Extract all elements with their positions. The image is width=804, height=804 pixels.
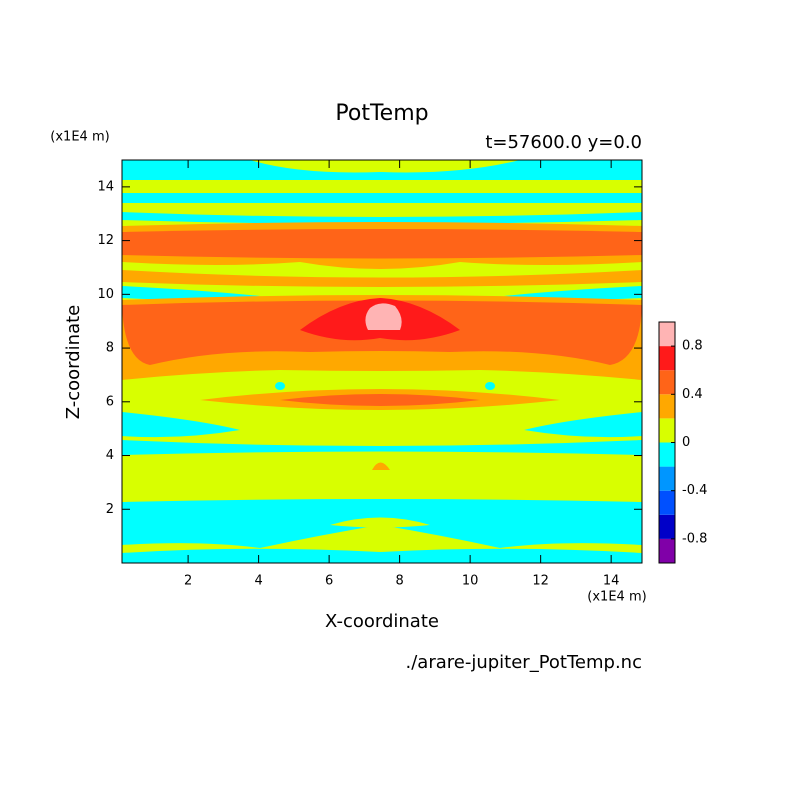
colorbar-tick-label: 0.4 xyxy=(682,387,703,402)
colorbar-segment xyxy=(659,394,675,419)
contour-band xyxy=(504,286,642,300)
contour-band xyxy=(280,394,480,406)
colorbar-segment xyxy=(659,322,675,347)
y-tick-label: 14 xyxy=(97,179,114,194)
y-tick-label: 6 xyxy=(106,394,114,409)
x-axis-label: X-coordinate xyxy=(325,611,439,632)
colorbar-segment xyxy=(659,346,675,371)
contour-band xyxy=(122,270,642,287)
y-tick-label: 2 xyxy=(106,502,114,517)
y-tick-label: 12 xyxy=(97,233,114,248)
contour-field xyxy=(122,160,642,563)
x-tick-label: 6 xyxy=(325,574,333,589)
x-tick-label: 8 xyxy=(395,574,403,589)
colorbar-segment xyxy=(659,514,675,539)
contour-band xyxy=(122,440,642,455)
contour-band xyxy=(122,212,642,224)
contour-band xyxy=(330,517,430,528)
colorbar-tick-label: 0.8 xyxy=(682,339,703,354)
contour-band xyxy=(122,412,240,438)
colorbar-segment xyxy=(659,490,675,515)
y-axis-label: Z-coordinate xyxy=(63,305,84,420)
contour-band xyxy=(122,160,642,180)
contour-band xyxy=(122,193,642,203)
plot-frame xyxy=(121,159,643,564)
contour-band xyxy=(365,303,402,330)
colorbar-tick-label: -0.8 xyxy=(682,531,707,546)
x-tick-label: 10 xyxy=(462,574,479,589)
contour-band xyxy=(122,548,642,563)
contour-band xyxy=(122,229,642,259)
colorbar-segment xyxy=(659,418,675,443)
y-unit: (x1E4 m) xyxy=(50,130,109,145)
colorbar-segment xyxy=(659,370,675,395)
source-file: ./arare-jupiter_PotTemp.nc xyxy=(406,652,642,673)
colorbar-tick-label: 0 xyxy=(682,435,690,450)
colorbar-segment xyxy=(659,442,675,467)
x-tick-label: 14 xyxy=(603,574,620,589)
y-tick-label: 8 xyxy=(106,341,114,356)
x-unit: (x1E4 m) xyxy=(587,590,646,605)
chart-title: PotTemp xyxy=(335,101,428,126)
x-tick-label: 2 xyxy=(184,574,192,589)
contour-band xyxy=(372,462,390,470)
x-tick-label: 4 xyxy=(254,574,262,589)
colorbar-tick-label: -0.4 xyxy=(682,483,707,498)
colorbar-segment xyxy=(659,538,675,563)
contour-band xyxy=(275,382,286,390)
contour-band xyxy=(122,286,260,300)
colorbar-segment xyxy=(659,466,675,491)
subtitle: t=57600.0 y=0.0 xyxy=(485,132,642,153)
x-tick-label: 12 xyxy=(532,574,549,589)
y-tick-label: 10 xyxy=(97,287,114,302)
contour-band xyxy=(524,412,642,438)
contour-band xyxy=(485,382,496,390)
y-tick-label: 4 xyxy=(106,448,114,463)
